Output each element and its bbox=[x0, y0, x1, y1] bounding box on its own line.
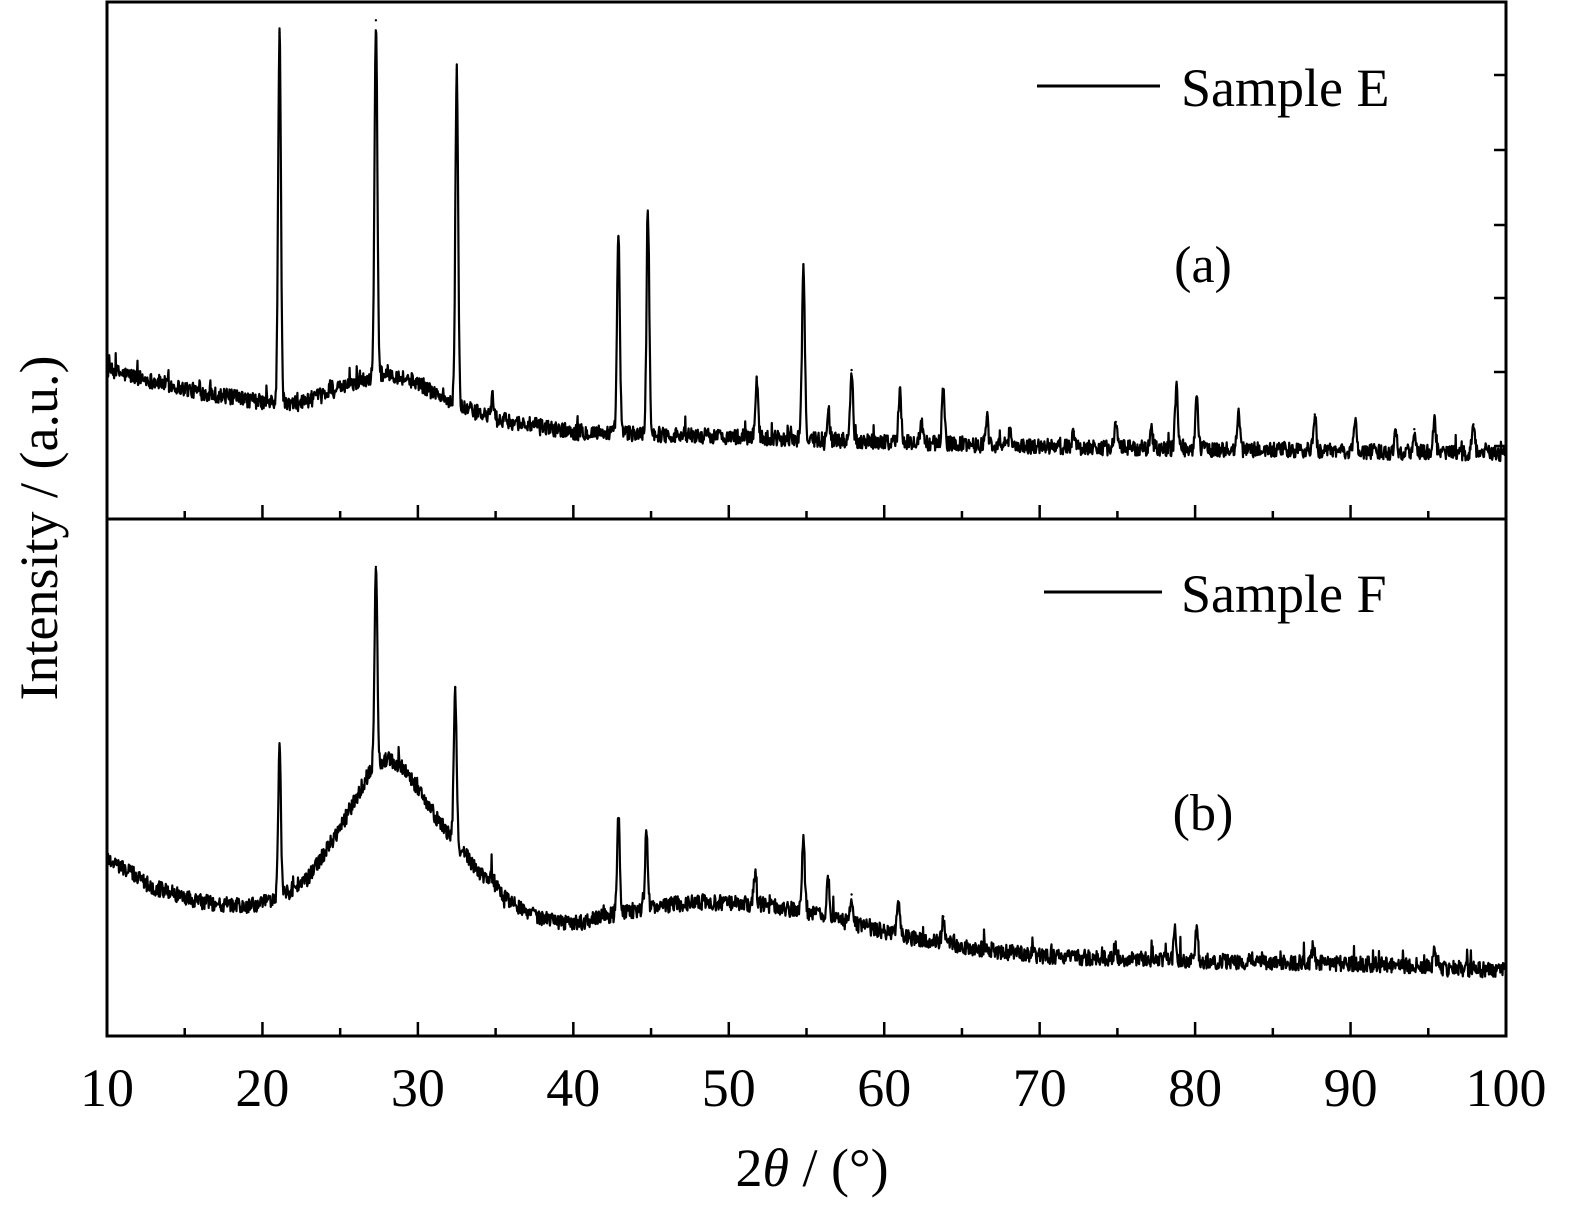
peak-b-7 bbox=[802, 839, 805, 842]
x-axis-title: 2θ / (°) bbox=[735, 1138, 888, 1198]
peak-a-2 bbox=[374, 19, 378, 22]
peak-a-6 bbox=[646, 213, 650, 217]
x-axis-title-suffix: / (°) bbox=[789, 1138, 889, 1198]
peak-a-20 bbox=[1195, 396, 1198, 399]
panel-a: (a) Sample E bbox=[105, 19, 1508, 519]
peak-a-17 bbox=[1114, 420, 1118, 424]
pattern-b-plot-area bbox=[105, 565, 1507, 979]
peak-b-6 bbox=[754, 871, 757, 874]
peak-a-10 bbox=[850, 368, 853, 372]
peak-a-23 bbox=[1354, 420, 1357, 424]
x-tick-label-40: 40 bbox=[546, 1058, 600, 1118]
panel-a-label: (a) bbox=[1174, 237, 1232, 294]
peak-b-16 bbox=[1433, 950, 1436, 953]
peak-b-10 bbox=[897, 900, 900, 904]
pattern-b-line bbox=[105, 567, 1507, 979]
peak-a-14 bbox=[985, 415, 988, 419]
x-axis-title-symbol: θ bbox=[762, 1138, 789, 1198]
peak-a-12 bbox=[920, 423, 923, 426]
legend-a-label: Sample E bbox=[1181, 58, 1389, 118]
peak-a-25 bbox=[1413, 428, 1416, 431]
peak-a-4 bbox=[491, 396, 494, 399]
peak-a-21 bbox=[1237, 410, 1240, 414]
peak-b-0 bbox=[278, 745, 281, 748]
x-tick-label-30: 30 bbox=[391, 1058, 445, 1118]
x-tick-label-50: 50 bbox=[702, 1058, 756, 1118]
panel-b-label: (b) bbox=[1173, 785, 1234, 842]
peak-b-8 bbox=[827, 878, 830, 881]
pattern-a-plot-area bbox=[105, 19, 1507, 463]
peak-b-3 bbox=[491, 873, 494, 876]
peak-a-9 bbox=[827, 408, 830, 411]
pattern-a-line bbox=[105, 27, 1507, 463]
peak-a-7 bbox=[755, 376, 758, 379]
peak-a-8 bbox=[802, 263, 805, 266]
peak-a-19 bbox=[1175, 386, 1178, 389]
peak-a-0 bbox=[278, 31, 281, 34]
peak-b-9 bbox=[850, 893, 853, 896]
x-tick-label-80: 80 bbox=[1168, 1058, 1222, 1118]
peak-a-24 bbox=[1394, 430, 1397, 433]
x-tick-label-60: 60 bbox=[857, 1058, 911, 1118]
peak-b-12 bbox=[1114, 947, 1118, 950]
peak-a-5 bbox=[617, 235, 620, 239]
peak-a-26 bbox=[1433, 415, 1436, 419]
peak-b-2 bbox=[454, 686, 457, 689]
peak-b-13 bbox=[1173, 930, 1177, 933]
peak-a-13 bbox=[942, 388, 945, 391]
peak-a-1 bbox=[329, 383, 332, 387]
x-axis-tick-labels: 10 20 30 40 50 60 70 80 90 100 bbox=[80, 1058, 1547, 1118]
peak-a-15 bbox=[1008, 430, 1012, 433]
x-tick-label-10: 10 bbox=[80, 1058, 134, 1118]
legend-a: Sample E bbox=[1037, 58, 1389, 118]
peak-a-16 bbox=[1072, 430, 1076, 433]
panel-a-ticks bbox=[105, 73, 1508, 519]
x-tick-label-90: 90 bbox=[1324, 1058, 1378, 1118]
x-tick-label-20: 20 bbox=[235, 1058, 289, 1118]
panel-b: (b) Sample F bbox=[105, 564, 1508, 1036]
panel-b-frame bbox=[105, 517, 1508, 1038]
peak-a-3 bbox=[455, 68, 458, 71]
x-tick-label-70: 70 bbox=[1013, 1058, 1067, 1118]
legend-b: Sample F bbox=[1044, 564, 1387, 624]
peak-b-14 bbox=[1195, 930, 1198, 933]
peak-b-5 bbox=[645, 831, 648, 835]
peak-a-11 bbox=[898, 391, 901, 394]
peak-b-4 bbox=[617, 816, 620, 820]
x-axis-title-prefix: 2 bbox=[735, 1138, 762, 1198]
peak-b-1 bbox=[374, 565, 378, 569]
peak-a-22 bbox=[1313, 413, 1317, 416]
peak-b-15 bbox=[1312, 945, 1315, 948]
legend-b-label: Sample F bbox=[1181, 564, 1387, 624]
peak-a-27 bbox=[1472, 423, 1475, 426]
peak-b-11 bbox=[942, 915, 945, 918]
peak-a-18 bbox=[1150, 430, 1153, 433]
y-axis-title: Intensity / (a.u.) bbox=[9, 356, 69, 701]
x-tick-label-100: 100 bbox=[1466, 1058, 1547, 1118]
